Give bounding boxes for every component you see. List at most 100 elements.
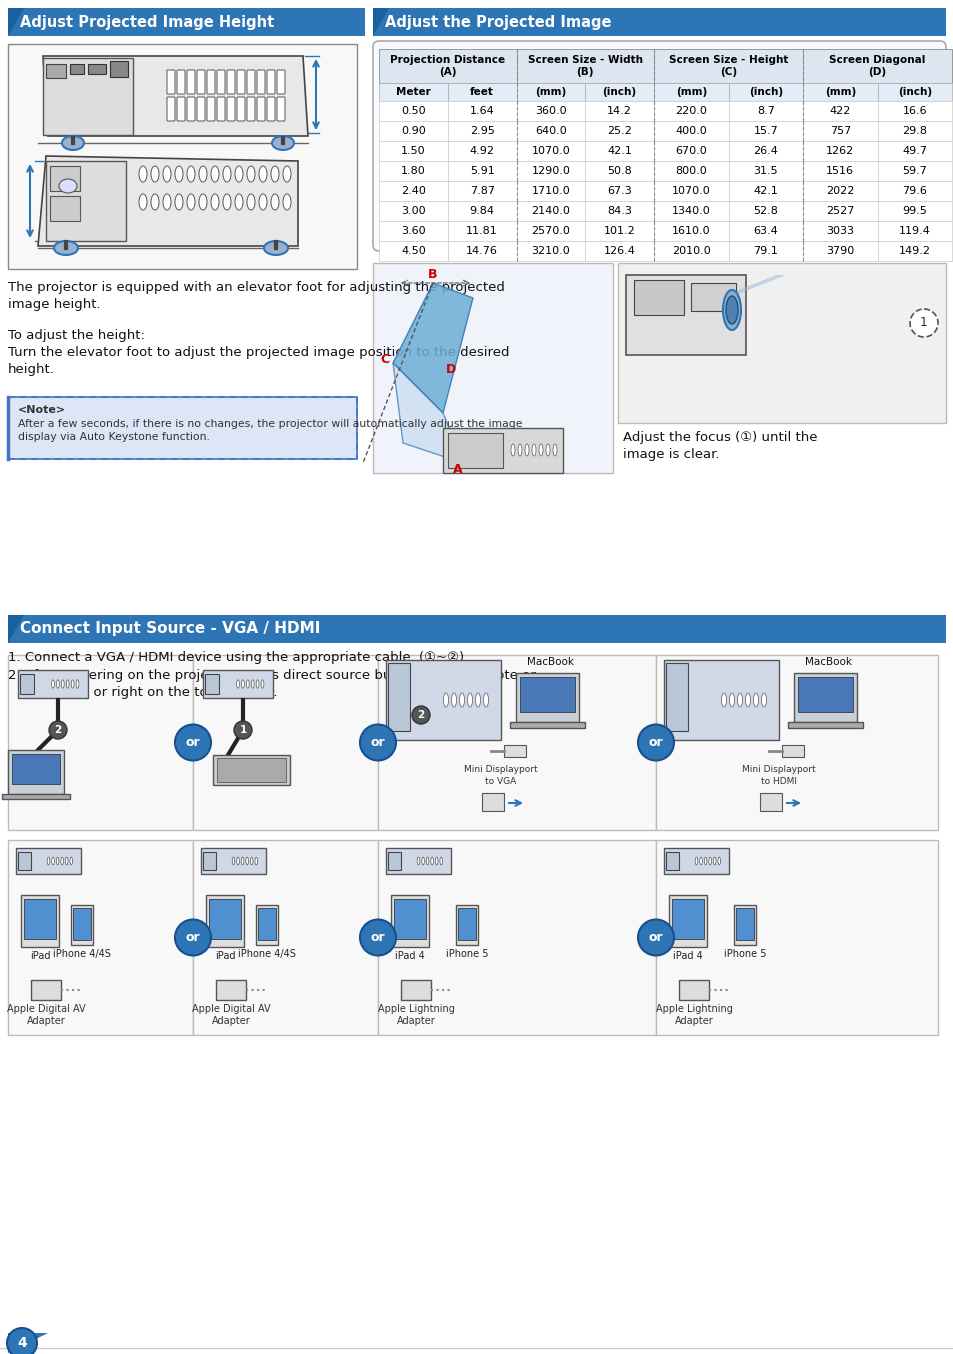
Text: MacBook: MacBook bbox=[804, 657, 852, 668]
Bar bbox=[654, 241, 728, 261]
Bar bbox=[654, 221, 728, 241]
Ellipse shape bbox=[744, 693, 750, 707]
Text: or: or bbox=[371, 737, 385, 749]
Bar bbox=[481, 793, 503, 811]
Text: iPad: iPad bbox=[30, 951, 51, 961]
FancyBboxPatch shape bbox=[247, 97, 254, 121]
Ellipse shape bbox=[538, 444, 542, 456]
Ellipse shape bbox=[51, 680, 54, 688]
Ellipse shape bbox=[71, 680, 74, 688]
Bar bbox=[516, 221, 585, 241]
Text: <Note>: <Note> bbox=[18, 405, 66, 414]
Circle shape bbox=[174, 919, 211, 956]
Bar bbox=[203, 670, 273, 699]
Text: The projector is equipped with an elevator foot for adjusting the projected
imag: The projector is equipped with an elevat… bbox=[8, 282, 504, 311]
Bar bbox=[656, 655, 937, 830]
Bar bbox=[802, 241, 877, 261]
Text: 26.4: 26.4 bbox=[753, 146, 778, 156]
Text: 25.2: 25.2 bbox=[607, 126, 632, 135]
Bar bbox=[585, 181, 654, 200]
Bar bbox=[255, 904, 277, 945]
Ellipse shape bbox=[725, 297, 738, 324]
Bar bbox=[654, 83, 728, 102]
Bar bbox=[728, 241, 802, 261]
FancyBboxPatch shape bbox=[207, 97, 214, 121]
Bar bbox=[797, 677, 852, 712]
Text: 360.0: 360.0 bbox=[535, 106, 566, 116]
Bar bbox=[8, 397, 356, 459]
Bar bbox=[585, 121, 654, 141]
Text: 3.60: 3.60 bbox=[400, 226, 425, 236]
Ellipse shape bbox=[232, 857, 234, 865]
Bar bbox=[516, 102, 585, 121]
Text: 4: 4 bbox=[17, 1336, 27, 1350]
Bar bbox=[802, 141, 877, 161]
FancyBboxPatch shape bbox=[276, 70, 285, 93]
Text: Adjust Projected Image Height: Adjust Projected Image Height bbox=[20, 15, 274, 30]
Text: (mm): (mm) bbox=[675, 87, 706, 97]
Text: 2140.0: 2140.0 bbox=[531, 206, 570, 217]
Bar bbox=[442, 428, 562, 473]
Text: 149.2: 149.2 bbox=[898, 246, 930, 256]
Ellipse shape bbox=[729, 693, 734, 707]
Bar bbox=[781, 745, 803, 757]
Circle shape bbox=[909, 309, 937, 337]
Ellipse shape bbox=[713, 857, 716, 865]
Bar bbox=[378, 102, 447, 121]
Bar bbox=[877, 221, 951, 241]
Bar bbox=[206, 895, 244, 946]
Bar bbox=[388, 852, 400, 871]
Bar bbox=[447, 83, 516, 102]
Ellipse shape bbox=[426, 857, 429, 865]
Ellipse shape bbox=[47, 857, 50, 865]
Bar bbox=[516, 200, 585, 221]
Bar bbox=[516, 181, 585, 200]
Ellipse shape bbox=[174, 194, 183, 210]
Bar bbox=[193, 839, 377, 1034]
Bar bbox=[654, 49, 802, 83]
Ellipse shape bbox=[699, 857, 701, 865]
Text: Adjust the focus (①) until the
image is clear.: Adjust the focus (①) until the image is … bbox=[622, 431, 817, 460]
Bar bbox=[8, 615, 945, 643]
Bar bbox=[516, 673, 578, 722]
Bar bbox=[391, 895, 429, 946]
Text: 3033: 3033 bbox=[825, 226, 853, 236]
Bar bbox=[585, 200, 654, 221]
Bar bbox=[728, 102, 802, 121]
Bar bbox=[668, 895, 706, 946]
Bar bbox=[209, 899, 241, 940]
Bar bbox=[24, 899, 56, 940]
Bar bbox=[802, 83, 877, 102]
Bar bbox=[665, 852, 679, 871]
Ellipse shape bbox=[443, 693, 448, 707]
Circle shape bbox=[359, 724, 395, 761]
Text: 2570.0: 2570.0 bbox=[531, 226, 570, 236]
Bar bbox=[519, 677, 575, 712]
FancyBboxPatch shape bbox=[196, 70, 205, 93]
Text: 1710.0: 1710.0 bbox=[531, 185, 570, 196]
FancyBboxPatch shape bbox=[256, 97, 265, 121]
Ellipse shape bbox=[247, 194, 254, 210]
Bar bbox=[728, 141, 802, 161]
Ellipse shape bbox=[199, 194, 207, 210]
Text: Apple Digital AV
Adapter: Apple Digital AV Adapter bbox=[7, 1005, 85, 1026]
Bar bbox=[877, 83, 951, 102]
Ellipse shape bbox=[264, 241, 288, 255]
Bar bbox=[516, 49, 654, 83]
Ellipse shape bbox=[283, 167, 291, 181]
Text: Apple Digital AV
Adapter: Apple Digital AV Adapter bbox=[192, 1005, 270, 1026]
Bar bbox=[690, 283, 735, 311]
Bar bbox=[448, 433, 502, 468]
Text: 1.50: 1.50 bbox=[400, 146, 425, 156]
Ellipse shape bbox=[56, 857, 59, 865]
Bar bbox=[50, 196, 80, 221]
Bar bbox=[8, 43, 356, 269]
Bar bbox=[203, 852, 215, 871]
Bar bbox=[877, 121, 951, 141]
Ellipse shape bbox=[722, 290, 740, 330]
Text: 119.4: 119.4 bbox=[898, 226, 930, 236]
Polygon shape bbox=[373, 8, 389, 37]
Bar bbox=[447, 221, 516, 241]
Bar bbox=[18, 852, 30, 871]
Text: 2.95: 2.95 bbox=[469, 126, 494, 135]
